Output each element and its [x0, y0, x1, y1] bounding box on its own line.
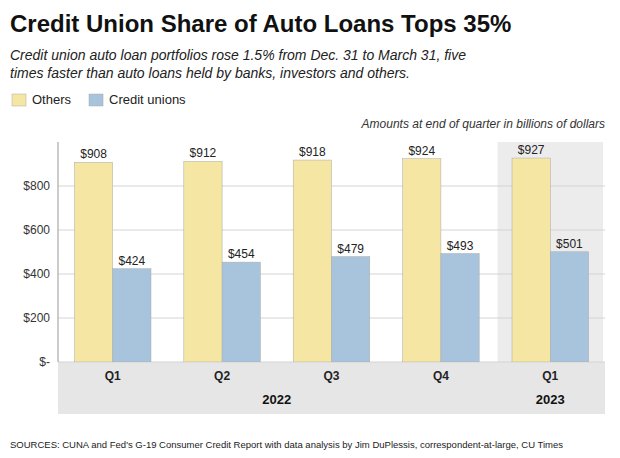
bar: [113, 269, 151, 362]
bar: [550, 252, 588, 362]
bar: [293, 160, 331, 362]
x-tick-label: Q1: [542, 369, 558, 383]
bars: [74, 158, 588, 362]
legend-swatch: [89, 94, 103, 106]
data-label: $424: [118, 254, 145, 268]
bar: [332, 257, 370, 362]
subtitle: Credit union auto loan portfolios rose 1…: [10, 47, 466, 81]
legend-swatch: [12, 94, 26, 106]
bar: [441, 254, 479, 362]
chart: Credit Union Share of Auto Loans Tops 35…: [0, 0, 620, 458]
legend-label: Credit unions: [109, 92, 186, 107]
note: Amounts at end of quarter in billions of…: [361, 117, 605, 131]
y-tick-label: $600: [23, 223, 50, 237]
bar: [403, 159, 441, 362]
y-tick-label: $200: [23, 311, 50, 325]
y-tick-label: $400: [23, 267, 50, 281]
source: SOURCES: CUNA and Fed's G-19 Consumer Cr…: [10, 439, 563, 450]
data-label: $493: [447, 239, 474, 253]
legend: Others Credit unions: [12, 92, 186, 107]
y-tick-label: $-: [39, 355, 50, 369]
x-tick-label: Q3: [323, 369, 339, 383]
group-label: 2022: [262, 392, 291, 407]
data-label: $912: [190, 146, 217, 160]
group-label: 2023: [536, 392, 565, 407]
x-axis-band: [58, 362, 605, 414]
data-label: $924: [408, 144, 435, 158]
data-label: $501: [556, 237, 583, 251]
x-tick-label: Q4: [433, 369, 449, 383]
data-label: $918: [299, 145, 326, 159]
data-label: $479: [337, 242, 364, 256]
bar: [184, 161, 222, 362]
bar: [222, 262, 260, 362]
x-tick-label: Q2: [214, 369, 230, 383]
y-axis-line: [58, 142, 59, 362]
latest-period-shade: [498, 142, 603, 362]
data-label: $908: [80, 147, 107, 161]
title: Credit Union Share of Auto Loans Tops 35…: [10, 10, 511, 37]
bar: [512, 158, 550, 362]
data-label: $454: [228, 247, 255, 261]
legend-label: Others: [32, 92, 72, 107]
data-label: $927: [518, 143, 545, 157]
y-tick-label: $800: [23, 179, 50, 193]
x-tick-label: Q1: [105, 369, 121, 383]
bar: [74, 162, 112, 362]
